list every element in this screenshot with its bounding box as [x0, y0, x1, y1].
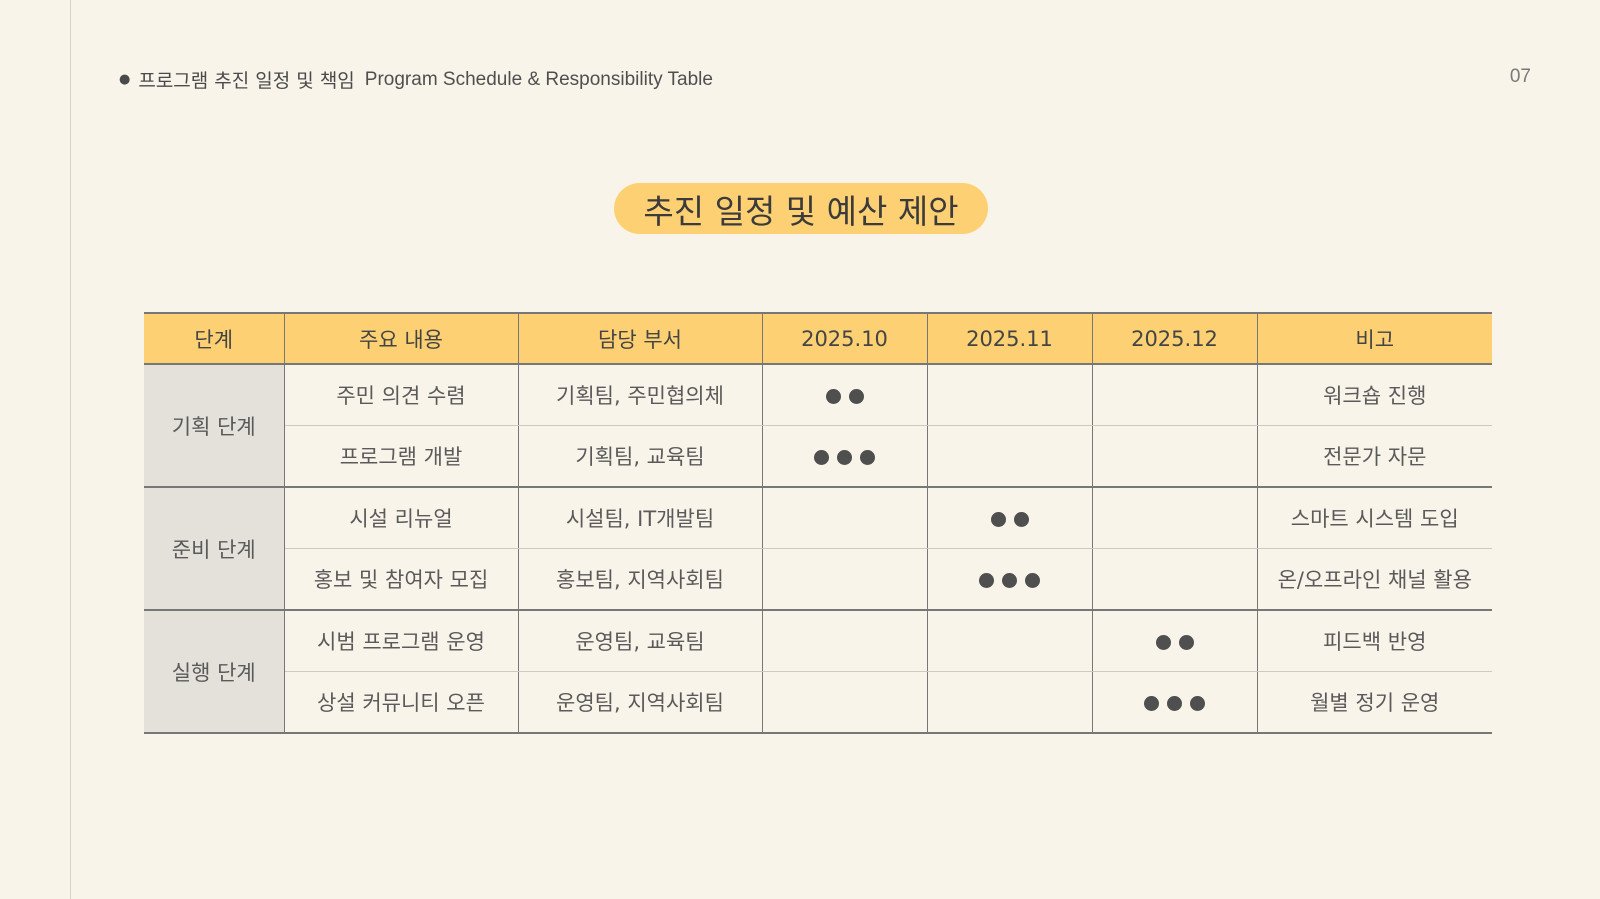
- table-row: 기획 단계 주민 의견 수렴 기획팀, 주민협의체 워크숍 진행: [144, 364, 1492, 488]
- table-body: 기획 단계 주민 의견 수렴 기획팀, 주민협의체 워크숍 진행 프로그램 개발 기획팀,…: [144, 364, 1492, 734]
- dot-icon: [1155, 634, 1171, 650]
- dot-icon: [1144, 695, 1159, 711]
- header-title-en: Program Schedule & Responsibility Table: [364, 68, 713, 90]
- col-header-month-1: 2025.10: [761, 312, 928, 365]
- schedule-cell: [761, 425, 928, 488]
- dot-icon: [837, 449, 852, 465]
- schedule-cell: [1091, 425, 1258, 488]
- dot-icon: [814, 449, 829, 465]
- dot-icon: [990, 511, 1006, 527]
- table-row: 실행 단계 시범 프로그램 운영 운영팀, 교육팀 피드백 반영: [144, 610, 1492, 734]
- dot-icon: [979, 572, 994, 588]
- col-header-dept: 담당 부서: [517, 312, 763, 365]
- dot-icon: [1167, 695, 1182, 711]
- schedule-cell: [761, 671, 928, 734]
- header: ● 프로그램 추진 일정 및 책임 Program Schedule & Res…: [119, 66, 713, 93]
- col-header-note: 비고: [1256, 312, 1492, 365]
- schedule-cell: [926, 425, 1093, 488]
- table-header-row: 단계 주요 내용 담당 부서 2025.10 2025.11 2025.12 비…: [144, 312, 1492, 365]
- schedule-cell: [926, 364, 1093, 426]
- dot-icon: [1190, 695, 1205, 711]
- dot-icon: [1002, 572, 1017, 588]
- schedule-cell: [761, 364, 928, 426]
- bullet-icon: ●: [119, 72, 131, 87]
- table-row: 상설 커뮤니티 오픈 운영팀, 지역사회팀 월별 정기 운영: [144, 671, 1492, 734]
- col-header-month-3: 2025.12: [1091, 312, 1258, 365]
- schedule-cell: [1091, 610, 1258, 672]
- schedule-marker: [990, 511, 1029, 527]
- header-title-ko: 프로그램 추진 일정 및 책임: [138, 70, 355, 92]
- schedule-cell: [926, 487, 1093, 549]
- schedule-marker: [979, 572, 1040, 588]
- stage-cell: 준비 단계: [144, 487, 285, 611]
- col-header-content: 주요 내용: [283, 312, 519, 365]
- dept-cell: 홍보팀, 지역사회팀: [517, 548, 763, 611]
- dept-cell: 운영팀, 교육팀: [517, 610, 763, 672]
- table-row: 홍보 및 참여자 모집 홍보팀, 지역사회팀 온/오프라인 채널 활용: [144, 548, 1492, 611]
- schedule-cell: [926, 671, 1093, 734]
- schedule-cell: [761, 610, 928, 672]
- col-header-stage: 단계: [144, 312, 285, 365]
- page-number: 07: [1509, 66, 1531, 87]
- schedule-cell: [761, 487, 928, 549]
- note-cell: 스마트 시스템 도입: [1256, 487, 1492, 549]
- schedule-cell: [761, 548, 928, 611]
- dot-icon: [1013, 511, 1029, 527]
- dot-icon: [1025, 572, 1040, 588]
- schedule-cell: [1091, 364, 1258, 426]
- content-cell: 프로그램 개발: [283, 425, 519, 488]
- note-cell: 월별 정기 운영: [1256, 671, 1492, 734]
- dept-cell: 시설팀, IT개발팀: [517, 487, 763, 549]
- content-cell: 주민 의견 수렴: [283, 364, 519, 426]
- schedule-cell: [1091, 548, 1258, 611]
- dot-icon: [860, 449, 875, 465]
- schedule-cell: [1091, 487, 1258, 549]
- content-cell: 시범 프로그램 운영: [283, 610, 519, 672]
- schedule-cell: [926, 548, 1093, 611]
- dept-cell: 운영팀, 지역사회팀: [517, 671, 763, 734]
- col-header-month-2: 2025.11: [926, 312, 1093, 365]
- schedule-cell: [1091, 671, 1258, 734]
- table-row: 프로그램 개발 기획팀, 교육팀 전문가 자문: [144, 425, 1492, 488]
- schedule-marker: [1155, 634, 1194, 650]
- schedule-cell: [926, 610, 1093, 672]
- note-cell: 피드백 반영: [1256, 610, 1492, 672]
- stage-cell: 기획 단계: [144, 364, 285, 488]
- dot-icon: [825, 388, 841, 404]
- stage-cell: 실행 단계: [144, 610, 285, 734]
- dot-icon: [1178, 634, 1194, 650]
- note-cell: 워크숍 진행: [1256, 364, 1492, 426]
- note-cell: 온/오프라인 채널 활용: [1256, 548, 1492, 611]
- schedule-marker: [1144, 695, 1205, 711]
- schedule-table: 단계 주요 내용 담당 부서 2025.10 2025.11 2025.12 비…: [144, 312, 1492, 734]
- page-title: 추진 일정 및 예산 제안: [614, 183, 988, 234]
- content-cell: 홍보 및 참여자 모집: [283, 548, 519, 611]
- table-row: 준비 단계 시설 리뉴얼 시설팀, IT개발팀 스마트 시스템 도입: [144, 487, 1492, 611]
- schedule-marker: [814, 449, 875, 465]
- content-cell: 상설 커뮤니티 오픈: [283, 671, 519, 734]
- content-cell: 시설 리뉴얼: [283, 487, 519, 549]
- note-cell: 전문가 자문: [1256, 425, 1492, 488]
- dept-cell: 기획팀, 주민협의체: [517, 364, 763, 426]
- schedule-marker: [825, 388, 864, 404]
- dept-cell: 기획팀, 교육팀: [517, 425, 763, 488]
- left-margin-rule: [70, 0, 71, 899]
- dot-icon: [848, 388, 864, 404]
